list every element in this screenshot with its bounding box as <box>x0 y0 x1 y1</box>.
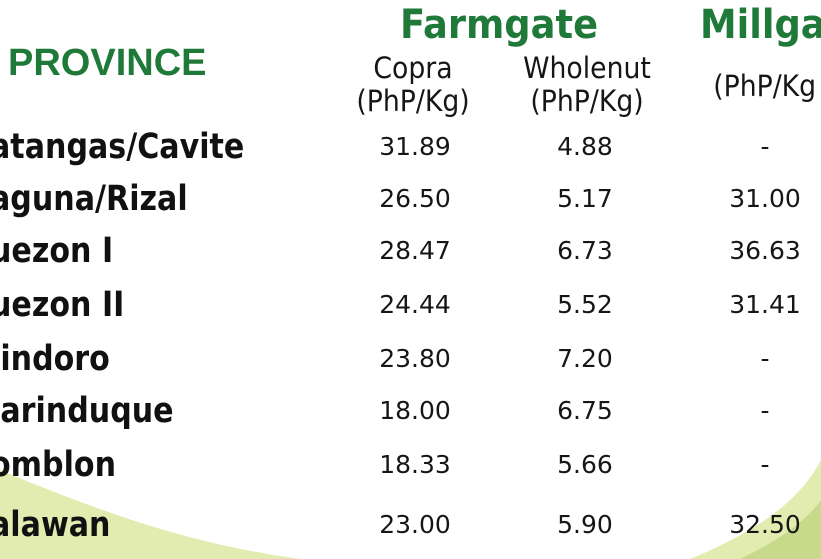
province-name: lindoro <box>0 339 110 379</box>
farmgate-title: Farmgate <box>400 2 599 48</box>
table-row: aguna/Rizal 26.50 5.17 31.00 <box>0 174 821 224</box>
millgate-title: Millgat <box>700 2 821 48</box>
wholenut-price: 5.52 <box>557 290 613 319</box>
millgate-column-header: (PhP/Kg <box>713 70 821 103</box>
table-row: omblon 18.33 5.66 - <box>0 440 821 490</box>
copra-price: 26.50 <box>379 184 451 213</box>
copra-price: 23.80 <box>379 344 451 373</box>
copra-price: 18.00 <box>379 396 451 425</box>
millgate-price: 32.50 <box>729 510 801 539</box>
millgate-price: 31.41 <box>729 290 801 319</box>
millgate-price: 36.63 <box>729 236 801 265</box>
millgate-price: - <box>760 132 770 161</box>
province-name: atangas/Cavite <box>0 127 245 167</box>
wholenut-price: 7.20 <box>557 344 613 373</box>
table-row: uezon I 28.47 6.73 36.63 <box>0 226 821 276</box>
wholenut-price: 5.17 <box>557 184 613 213</box>
wholenut-price: 6.75 <box>557 396 613 425</box>
province-name: omblon <box>0 445 117 485</box>
millgate-price: - <box>760 450 770 479</box>
province-name: aguna/Rizal <box>0 179 188 219</box>
millgate-unit: (PhP/Kg <box>713 69 817 103</box>
millgate-price: - <box>760 396 770 425</box>
copra-unit: (PhP/Kg) <box>356 84 470 118</box>
copra-price: 31.89 <box>379 132 451 161</box>
wholenut-unit: (PhP/Kg) <box>530 84 644 118</box>
province-name: uezon I <box>0 231 114 271</box>
copra-price: 18.33 <box>379 450 451 479</box>
wholenut-price: 5.66 <box>557 450 613 479</box>
province-name: larinduque <box>0 391 174 431</box>
province-name: alawan <box>0 505 111 545</box>
copra-price: 24.44 <box>379 290 451 319</box>
wholenut-column-header: Wholenut (PhP/Kg) <box>518 52 656 118</box>
copra-label: Copra <box>373 51 453 85</box>
copra-column-header: Copra (PhP/Kg) <box>353 52 473 118</box>
copra-price: 28.47 <box>379 236 451 265</box>
province-column-header: PROVINCE <box>8 42 207 84</box>
table-row: atangas/Cavite 31.89 4.88 - <box>0 122 821 172</box>
table-row: lindoro 23.80 7.20 - <box>0 334 821 384</box>
table-row: alawan 23.00 5.90 32.50 <box>0 500 821 550</box>
wholenut-price: 5.90 <box>557 510 613 539</box>
millgate-price: - <box>760 344 770 373</box>
wholenut-price: 6.73 <box>557 236 613 265</box>
table-row: uezon II 24.44 5.52 31.41 <box>0 280 821 330</box>
wholenut-price: 4.88 <box>557 132 613 161</box>
province-name: uezon II <box>0 285 125 325</box>
copra-price: 23.00 <box>379 510 451 539</box>
millgate-price: 31.00 <box>729 184 801 213</box>
table-row: larinduque 18.00 6.75 - <box>0 386 821 436</box>
wholenut-label: Wholenut <box>523 51 651 85</box>
